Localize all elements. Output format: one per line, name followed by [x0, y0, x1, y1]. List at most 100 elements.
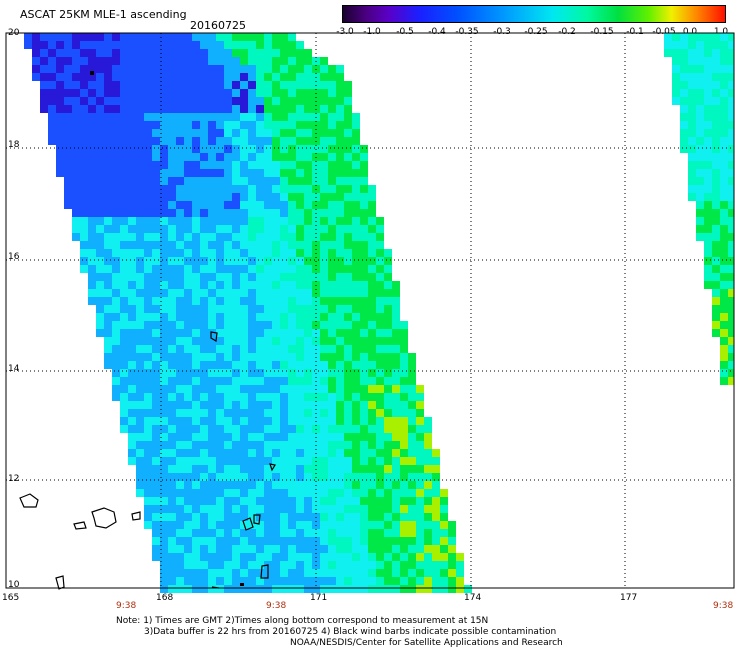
swath-cell [296, 353, 304, 361]
swath-cell [152, 393, 160, 401]
swath-cell [728, 73, 734, 81]
swath-cell [264, 441, 272, 449]
swath-cell [160, 145, 168, 153]
swath-cell [336, 289, 344, 297]
swath-cell [400, 473, 408, 481]
swath-cell [376, 545, 384, 553]
swath-cell [48, 113, 56, 121]
swath-cell [112, 49, 120, 57]
swath-cell [88, 265, 96, 273]
swath-cell [256, 33, 264, 41]
swath-cell [296, 345, 304, 353]
swath-cell [104, 105, 112, 113]
swath-cell [152, 241, 160, 249]
swath-cell [344, 505, 352, 513]
swath-cell [128, 305, 136, 313]
swath-cell [408, 529, 416, 537]
swath-cell [384, 393, 392, 401]
swath-cell [336, 433, 344, 441]
swath-cell [384, 569, 392, 577]
swath-cell [128, 193, 136, 201]
swath-cell [144, 249, 152, 257]
swath-cell [112, 137, 120, 145]
swath-cell [232, 249, 240, 257]
swath-cell [304, 377, 312, 385]
swath-cell [120, 217, 128, 225]
swath-cell [360, 505, 368, 513]
swath-cell [232, 377, 240, 385]
swath-cell [176, 281, 184, 289]
swath-cell [128, 353, 136, 361]
swath-cell [320, 505, 328, 513]
swath-cell [416, 417, 424, 425]
swath-cell [264, 537, 272, 545]
swath-cell [184, 33, 192, 41]
swath-cell [200, 305, 208, 313]
swath-cell [208, 257, 216, 265]
swath-cell [240, 465, 248, 473]
swath-cell [208, 217, 216, 225]
swath-cell [144, 289, 152, 297]
swath-cell [280, 297, 288, 305]
swath-cell [264, 233, 272, 241]
swath-cell [176, 481, 184, 489]
swath-cell [224, 257, 232, 265]
swath-cell [264, 457, 272, 465]
swath-cell [464, 585, 472, 593]
swath-cell [264, 105, 272, 113]
swath-cell [304, 129, 312, 137]
swath-cell [272, 425, 280, 433]
swath-cell [296, 137, 304, 145]
swath-cell [304, 97, 312, 105]
swath-cell [128, 57, 136, 65]
swath-cell [112, 201, 120, 209]
swath-cell [360, 537, 368, 545]
swath-cell [264, 49, 272, 57]
swath-cell [152, 473, 160, 481]
color-scale-label: -0.4 [428, 27, 446, 37]
swath-cell [120, 417, 128, 425]
swath-cell [224, 425, 232, 433]
swath-cell [400, 321, 408, 329]
swath-cell [80, 65, 88, 73]
swath-cell [200, 49, 208, 57]
swath-cell [336, 489, 344, 497]
swath-cell [392, 505, 400, 513]
swath-cell [296, 449, 304, 457]
swath-cell [176, 425, 184, 433]
swath-cell [128, 377, 136, 385]
swath-cell [720, 265, 728, 273]
swath-cell [384, 337, 392, 345]
swath-cell [296, 577, 304, 585]
swath-cell [240, 129, 248, 137]
swath-cell [320, 241, 328, 249]
swath-cell [168, 137, 176, 145]
swath-cell [40, 57, 48, 65]
swath-cell [176, 553, 184, 561]
swath-cell [152, 209, 160, 217]
swath-cell [272, 321, 280, 329]
swath-cell [400, 537, 408, 545]
swath-cell [720, 81, 728, 89]
swath-cell [56, 161, 64, 169]
swath-cell [344, 529, 352, 537]
swath-cell [712, 257, 720, 265]
swath-cell [264, 417, 272, 425]
swath-cell [184, 561, 192, 569]
swath-cell [136, 369, 144, 377]
swath-cell [296, 305, 304, 313]
swath-cell [288, 193, 296, 201]
swath-cell [224, 161, 232, 169]
swath-cell [328, 281, 336, 289]
swath-cell [360, 529, 368, 537]
swath-cell [384, 529, 392, 537]
swath-cell [264, 449, 272, 457]
swath-cell [176, 377, 184, 385]
swath-cell [336, 233, 344, 241]
swath-cell [680, 97, 688, 105]
swath-cell [328, 497, 336, 505]
swath-cell [128, 113, 136, 121]
swath-cell [280, 217, 288, 225]
swath-cell [384, 433, 392, 441]
swath-cell [192, 505, 200, 513]
